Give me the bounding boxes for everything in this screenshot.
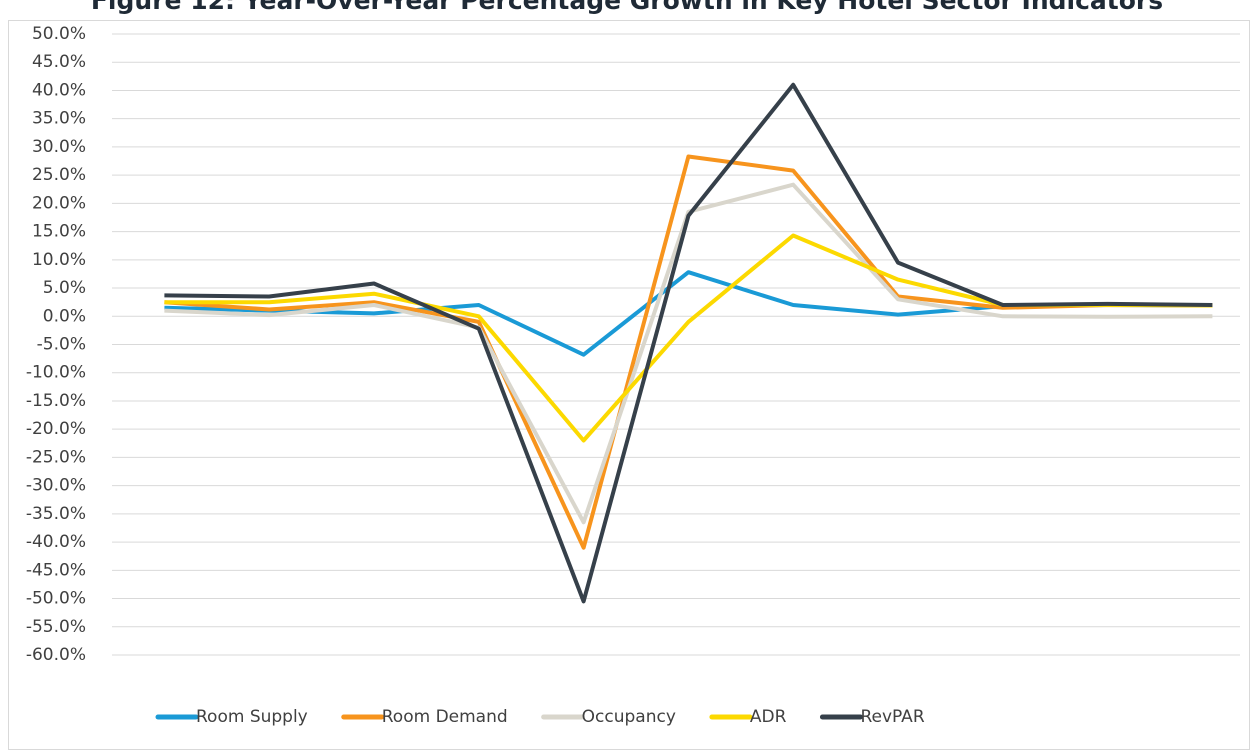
y-tick-label: -20.0% bbox=[26, 419, 86, 439]
y-tick-label: 10.0% bbox=[32, 250, 86, 270]
series-line bbox=[164, 182, 1213, 525]
y-tick-label: 0.0% bbox=[43, 306, 86, 326]
y-tick-label: -15.0% bbox=[26, 391, 86, 411]
y-tick-label: 50.0% bbox=[32, 24, 86, 44]
y-tick-label: 20.0% bbox=[32, 193, 86, 213]
legend-label: ADR bbox=[750, 707, 787, 727]
series-line bbox=[164, 82, 1213, 604]
legend-label: Room Demand bbox=[382, 707, 508, 727]
y-tick-label: -25.0% bbox=[26, 447, 86, 467]
y-tick-label: 5.0% bbox=[43, 278, 86, 298]
y-tick-label: -5.0% bbox=[37, 335, 86, 355]
chart-title: Figure 12: Year-Over-Year Percentage Gro… bbox=[91, 0, 1163, 15]
y-tick-label: 45.0% bbox=[32, 52, 86, 72]
y-tick-label: -40.0% bbox=[26, 532, 86, 552]
legend-label: Room Supply bbox=[196, 707, 308, 727]
y-tick-label: -30.0% bbox=[26, 476, 86, 496]
y-tick-label: -50.0% bbox=[26, 589, 86, 609]
chart-border bbox=[8, 20, 1250, 750]
y-tick-label: 15.0% bbox=[32, 222, 86, 242]
y-tick-label: -35.0% bbox=[26, 504, 86, 524]
legend-label: Occupancy bbox=[582, 707, 676, 727]
y-tick-label: -60.0% bbox=[26, 645, 86, 665]
series-line bbox=[164, 270, 1213, 357]
y-tick-label: 25.0% bbox=[32, 165, 86, 185]
y-tick-label: -10.0% bbox=[26, 363, 86, 383]
y-tick-label: -45.0% bbox=[26, 560, 86, 580]
y-tick-label: 30.0% bbox=[32, 137, 86, 157]
legend-label: RevPAR bbox=[860, 707, 924, 727]
y-tick-label: -55.0% bbox=[26, 617, 86, 637]
series-line bbox=[164, 233, 1213, 443]
y-tick-label: 40.0% bbox=[32, 80, 86, 100]
y-tick-label: 35.0% bbox=[32, 109, 86, 129]
